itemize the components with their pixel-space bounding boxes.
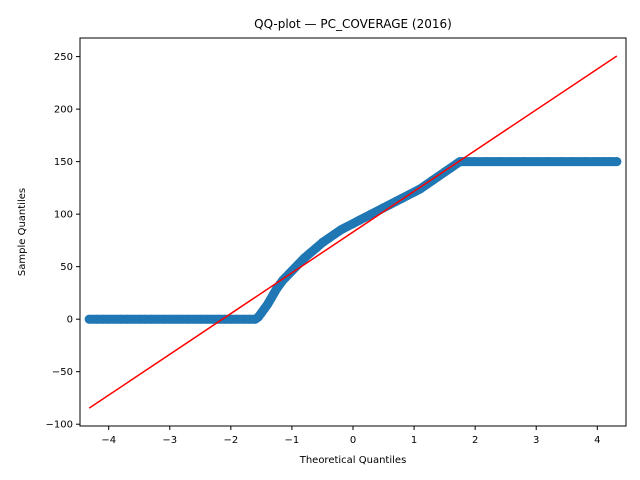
chart-title: QQ-plot — PC_COVERAGE (2016) [254,17,452,31]
y-tick-label: −50 [52,367,73,378]
data-point [580,157,590,167]
data-point [311,243,321,253]
y-tick-label: 0 [67,315,73,326]
y-tick-label: 100 [54,210,73,221]
x-tick-label: 4 [594,435,600,446]
x-tick-label: −3 [162,435,177,446]
data-point [495,157,505,167]
data-point [531,157,541,167]
plot-marks [84,55,622,409]
reference-line [88,55,618,409]
y-tick-label: 200 [54,105,73,116]
x-tick-label: 0 [350,435,356,446]
data-point [507,157,517,167]
x-tick-label: 1 [411,435,417,446]
y-axis-label: Sample Quantiles [17,188,28,276]
data-point [305,248,315,258]
x-axis: −4 −3 −2 −1 0 1 2 3 4 [101,426,600,446]
y-tick-label: 250 [54,52,73,63]
data-point [605,157,614,167]
data-point [287,266,297,276]
data-point [556,157,566,167]
data-point [84,314,94,324]
x-tick-label: 3 [533,435,539,446]
x-tick-label: −2 [223,435,238,446]
data-point [519,157,529,167]
data-point [470,157,480,167]
data-point [543,157,553,167]
x-tick-label: 2 [472,435,478,446]
y-tick-label: 150 [54,157,73,168]
data-point [612,157,622,167]
x-axis-label: Theoretical Quantiles [299,455,407,466]
data-point [568,157,578,167]
x-tick-label: −4 [101,435,116,446]
y-tick-label: 50 [60,262,73,273]
y-axis: −100 −50 0 50 100 150 200 250 [46,52,80,431]
x-tick-label: −1 [285,435,300,446]
data-point [299,253,309,263]
y-tick-label: −100 [46,420,73,431]
data-point [140,314,150,324]
data-point [482,157,492,167]
